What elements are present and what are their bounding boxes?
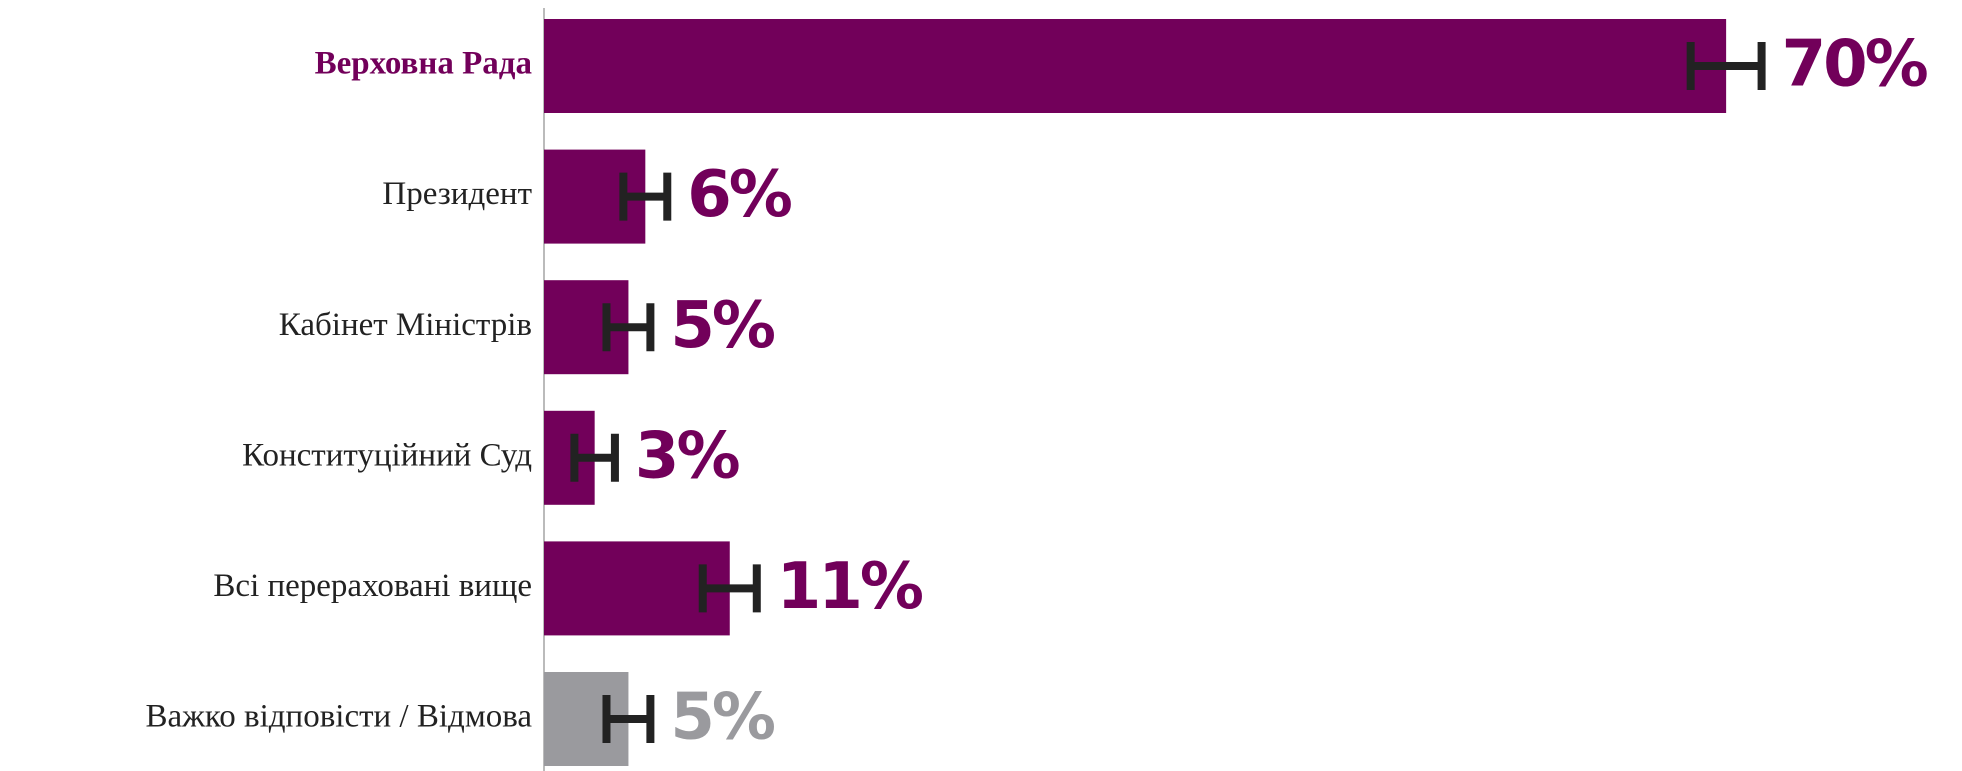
value-label: 5% — [670, 289, 775, 363]
category-label: Кабінет Міністрів — [279, 307, 532, 343]
value-label: 70% — [1782, 28, 1928, 102]
value-label: 11% — [777, 550, 923, 624]
category-label: Важко відповісти / Відмова — [145, 699, 532, 735]
error-bar — [1686, 42, 1766, 90]
category-label: Конституційний Суд — [242, 437, 532, 473]
category-label: Верховна Рада — [315, 46, 532, 82]
bar — [544, 19, 1727, 113]
error-bar — [602, 695, 655, 743]
category-label: Президент — [382, 176, 532, 212]
value-label: 3% — [635, 419, 740, 493]
category-label: Всі перераховані вище — [213, 568, 532, 604]
value-label: 6% — [687, 158, 792, 232]
error-bar — [698, 564, 761, 613]
error-bar — [570, 433, 619, 482]
error-bar — [602, 303, 655, 352]
error-bar — [619, 172, 672, 221]
value-label: 5% — [670, 681, 775, 755]
